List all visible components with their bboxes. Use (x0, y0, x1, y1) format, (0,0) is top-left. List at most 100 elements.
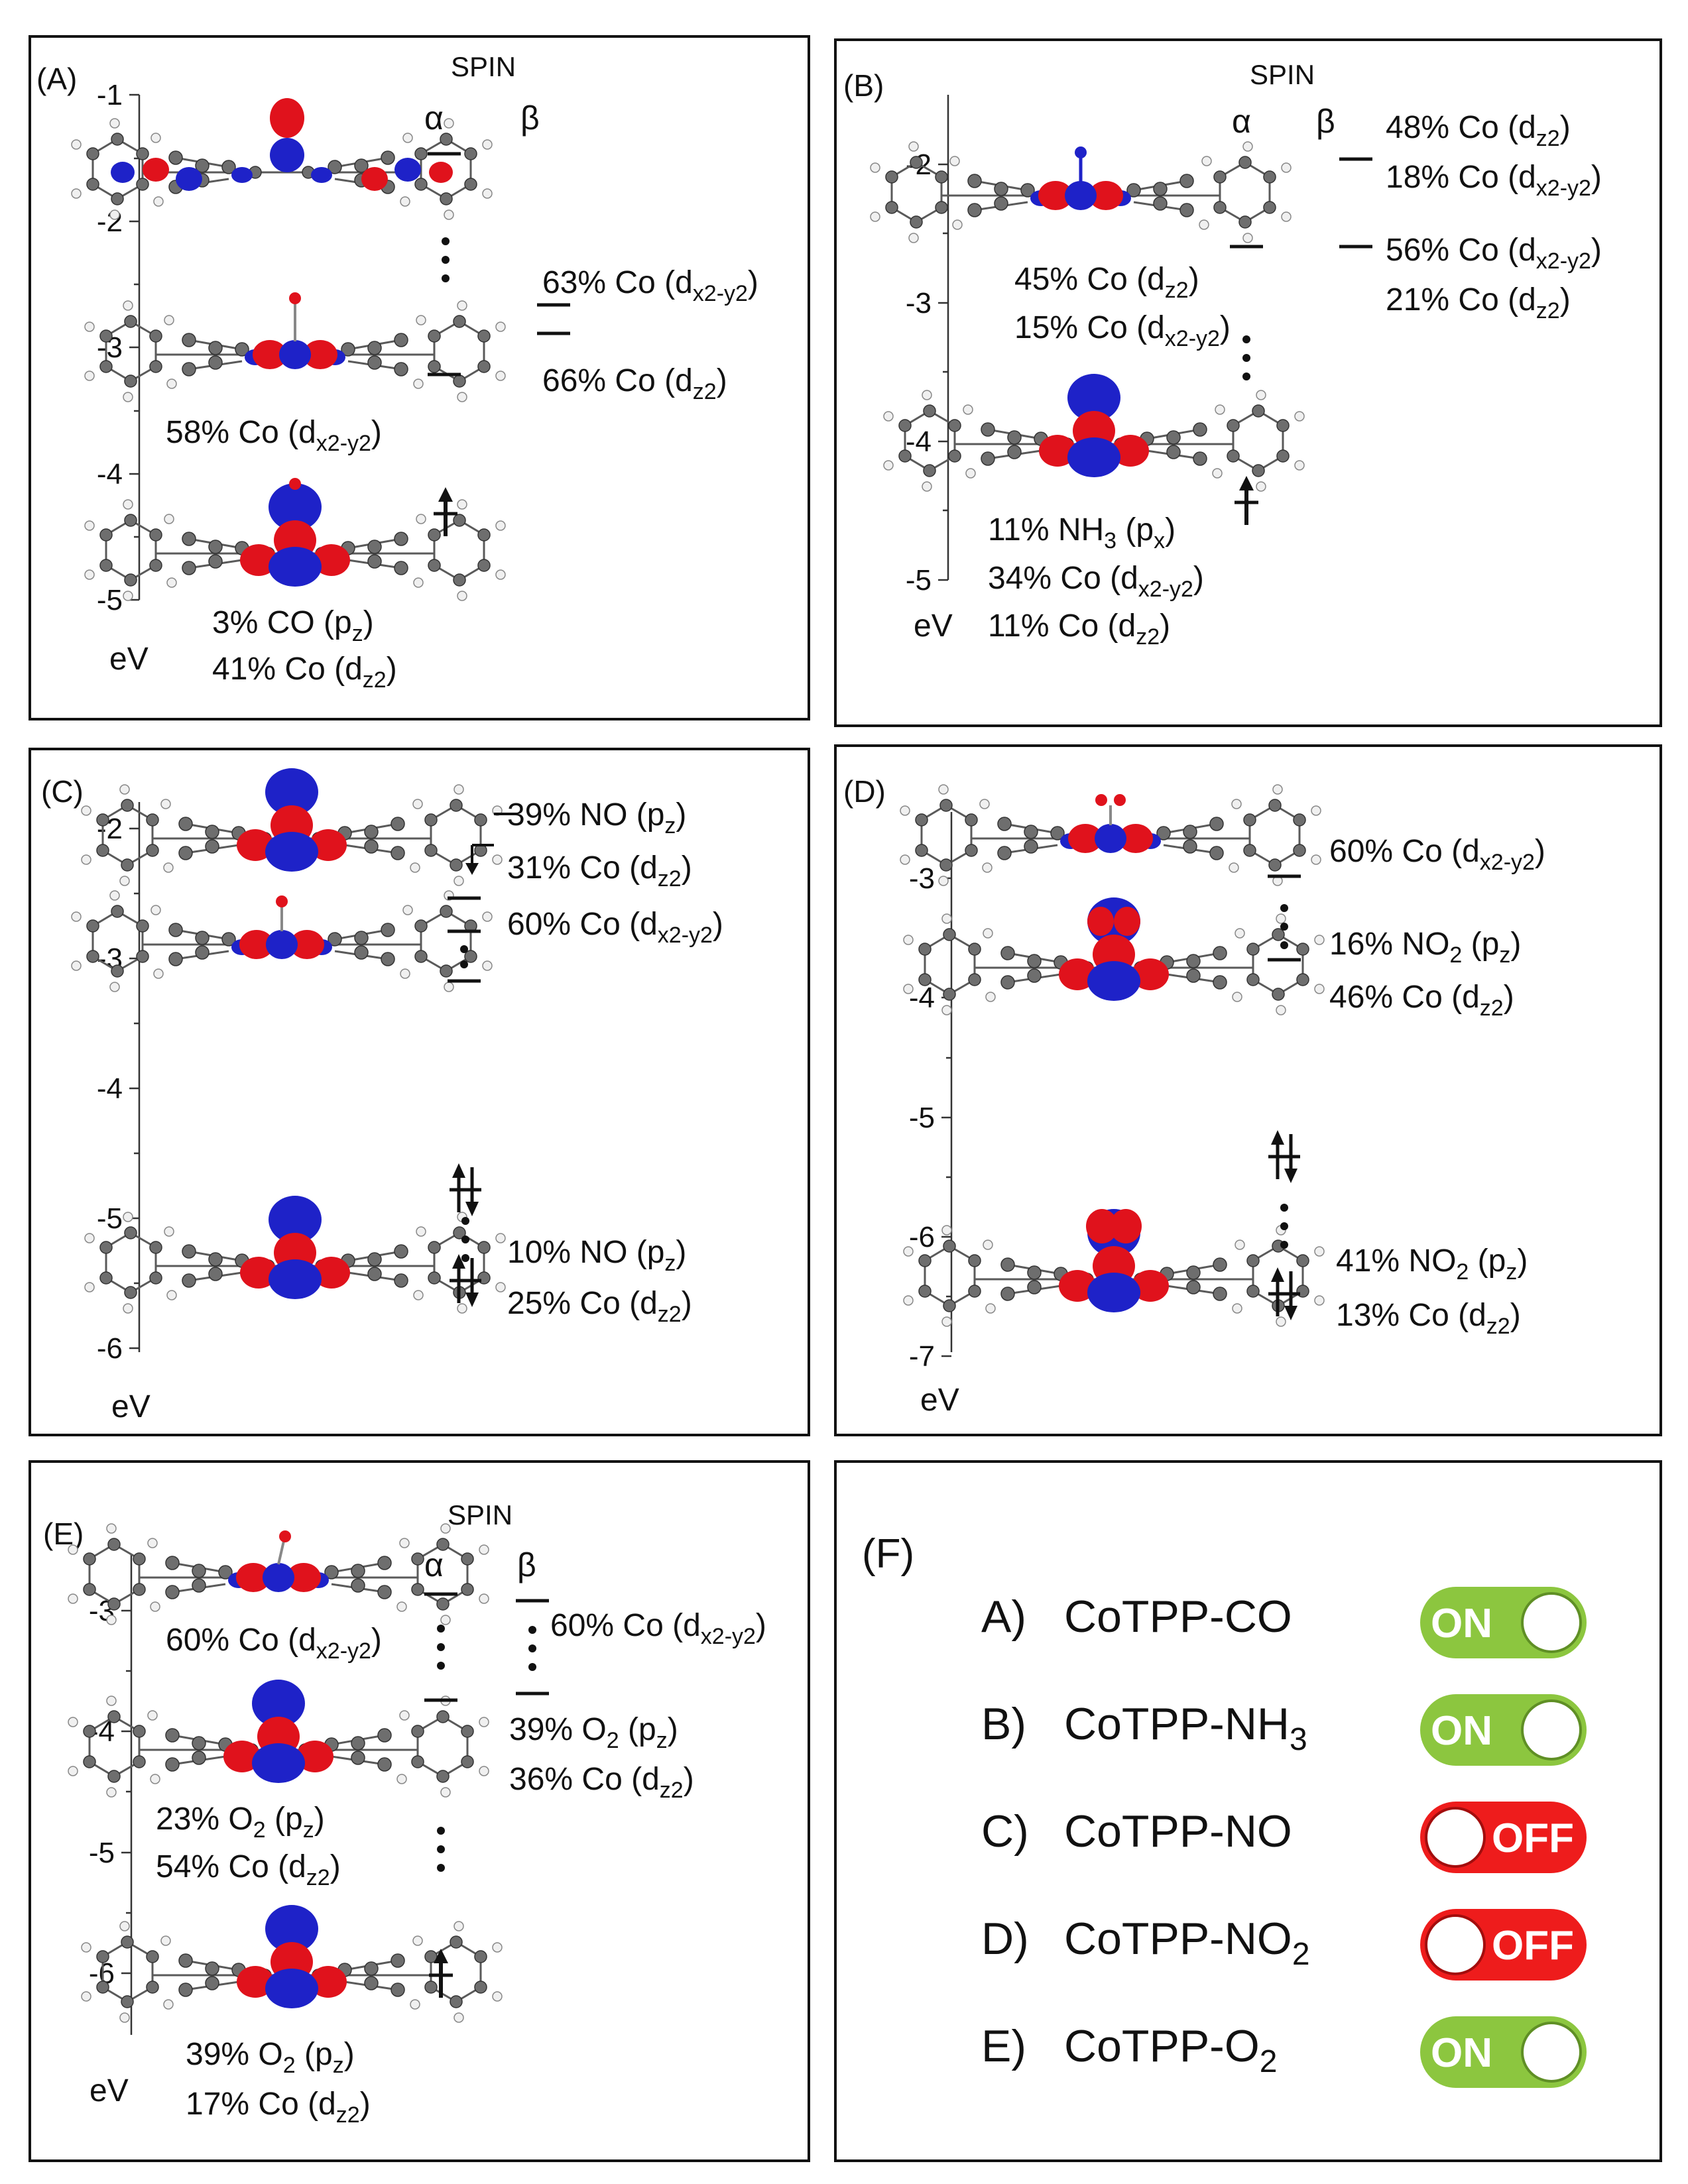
row-letter: B) (981, 1699, 1026, 1749)
row-letter: A) (981, 1591, 1026, 1642)
ellipsis-dots (1280, 904, 1288, 949)
row-letter: D) (981, 1914, 1029, 1964)
orbital-label: 10% NO (pz) (507, 1235, 686, 1276)
axis-ticks (129, 93, 139, 601)
ellipsis-dots (1242, 335, 1250, 380)
tick-label: -4 (909, 982, 935, 1014)
toggle-label: ON (1431, 2030, 1492, 2076)
panel-tag: (D) (843, 774, 886, 809)
orbital-label: 48% Co (dz2) (1386, 110, 1571, 151)
spin-up-electron (1235, 476, 1258, 525)
tick-label: -5 (909, 1102, 935, 1134)
panel-c: (C) -2 -3 -4 -5 -6 eV (29, 748, 810, 1436)
tick-label: -5 (906, 564, 932, 597)
sensor-row: D) CoTPP-NO2 OFF (981, 1906, 1589, 1983)
panel-tag: (F) (862, 1531, 914, 1577)
paired-electrons (1268, 1130, 1300, 1183)
orbital-label: 39% NO (pz) (507, 797, 686, 838)
toggle-label: ON (1431, 1708, 1492, 1754)
panel-frame (834, 1460, 1662, 2162)
orbital-image-dx2y2 (84, 292, 507, 403)
orbital-image-homo (84, 1196, 507, 1314)
toggle-label: ON (1431, 1601, 1492, 1646)
orbital-label: 11% NH3 (px) (988, 512, 1176, 553)
row-letter: C) (981, 1806, 1029, 1857)
tick-label: -4 (97, 458, 123, 490)
axis-ticks (938, 163, 948, 581)
tick-label: -1 (97, 79, 123, 111)
energy-unit: eV (111, 1389, 151, 1424)
orbital-label: 60% Co (dx2-y2) (507, 907, 723, 948)
orbital-label: 13% Co (dz2) (1336, 1298, 1521, 1339)
orbital-label: 39% O2 (pz) (509, 1712, 678, 1753)
ellipsis-dot (460, 945, 468, 953)
toggle-label: OFF (1492, 1923, 1574, 1969)
panel-d: (D) -3 -4 -5 -6 -7 eV (834, 744, 1662, 1436)
panel-frame (29, 748, 810, 1436)
tick-label: -6 (909, 1221, 935, 1253)
orbital-label: 16% NO2 (pz) (1329, 927, 1521, 968)
paired-electrons (450, 1163, 481, 1216)
toggle-knob[interactable] (1521, 1699, 1582, 1760)
orbital-label: 18% Co (dx2-y2) (1386, 160, 1602, 201)
panel-tag: (E) (43, 1517, 84, 1551)
energy-unit: eV (109, 642, 149, 677)
orbital-image-dz2 (84, 478, 507, 602)
compound-name: CoTPP-CO (1064, 1591, 1292, 1642)
axis-ticks (121, 1609, 131, 1975)
ellipsis-dots (442, 237, 450, 282)
tick-label: -4 (97, 1072, 123, 1105)
toggle-label: OFF (1492, 1815, 1574, 1861)
row-letter: E) (981, 2021, 1026, 2071)
compound-name: CoTPP-NO2 (1064, 1914, 1310, 1972)
toggle-knob[interactable] (1425, 1914, 1486, 1975)
toggle-knob[interactable] (1521, 2022, 1582, 2083)
toggle-knob[interactable] (1425, 1807, 1486, 1868)
orbital-label: 60% Co (dx2-y2) (1329, 834, 1545, 875)
ellipsis-dots (461, 1217, 469, 1262)
panel-frame (29, 1460, 810, 2162)
beta-label: β (1316, 103, 1335, 140)
orbital-label: 11% Co (dz2) (988, 608, 1170, 650)
orbital-label: 36% Co (dz2) (509, 1762, 694, 1803)
compound-name: CoTPP-O2 (1064, 2021, 1277, 2079)
toggle-knob[interactable] (1521, 1592, 1582, 1653)
orbital-label: 58% Co (dx2-y2) (166, 415, 382, 456)
sensor-response-list: A) CoTPP-CO ONB) CoTPP-NH3 ONC) CoTPP-NO OFFD)… (981, 1584, 1589, 2091)
ellipsis-dots (437, 1827, 445, 1872)
spin-label: SPIN (451, 51, 516, 82)
panel-tag: (B) (843, 68, 884, 103)
orbital-image-homo (80, 1905, 503, 2024)
paired-electrons (1268, 1267, 1300, 1320)
spin-label: SPIN (1250, 59, 1315, 90)
axis-ticks (129, 827, 139, 1350)
axis-ticks (941, 877, 951, 1357)
panel-b: (B) SPIN α β -2 -3 -4 -5 eV 48% Co (dz2)… (834, 38, 1662, 727)
orbital-label: 34% Co (dx2-y2) (988, 561, 1204, 602)
sensor-row: E) CoTPP-O2 ON (981, 2014, 1589, 2091)
alpha-label: α (424, 99, 444, 137)
alpha-label: α (424, 1546, 444, 1583)
toggle-on[interactable]: ON (1417, 1584, 1589, 1661)
toggle-off[interactable]: OFF (1417, 1906, 1589, 1983)
tick-label: -3 (906, 287, 932, 319)
toggle-on[interactable]: ON (1417, 1692, 1589, 1768)
toggle-on[interactable]: ON (1417, 2014, 1589, 2091)
tick-label: -5 (97, 584, 123, 616)
ellipsis-dots (528, 1626, 536, 1671)
orbital-image-dz2 (882, 374, 1305, 492)
toggle-off[interactable]: OFF (1417, 1799, 1589, 1876)
orbital-label: 21% Co (dz2) (1386, 282, 1571, 323)
orbital-image-lumo (899, 783, 1322, 887)
orbital-image-lumo (70, 98, 493, 221)
orbital-label: 41% NO2 (pz) (1336, 1243, 1528, 1285)
panel-frame (834, 38, 1662, 727)
panel-a: (A) SPIN α β -1 -2 -3 -4 -5 eV (29, 35, 810, 720)
ellipsis-dots (1280, 1204, 1288, 1249)
orbital-label: 56% Co (dx2-y2) (1386, 233, 1602, 274)
orbital-image-lumo (80, 768, 503, 887)
orbital-label: 41% Co (dz2) (212, 652, 397, 693)
beta-label: β (517, 1546, 536, 1583)
ellipsis-dots (437, 1625, 445, 1670)
